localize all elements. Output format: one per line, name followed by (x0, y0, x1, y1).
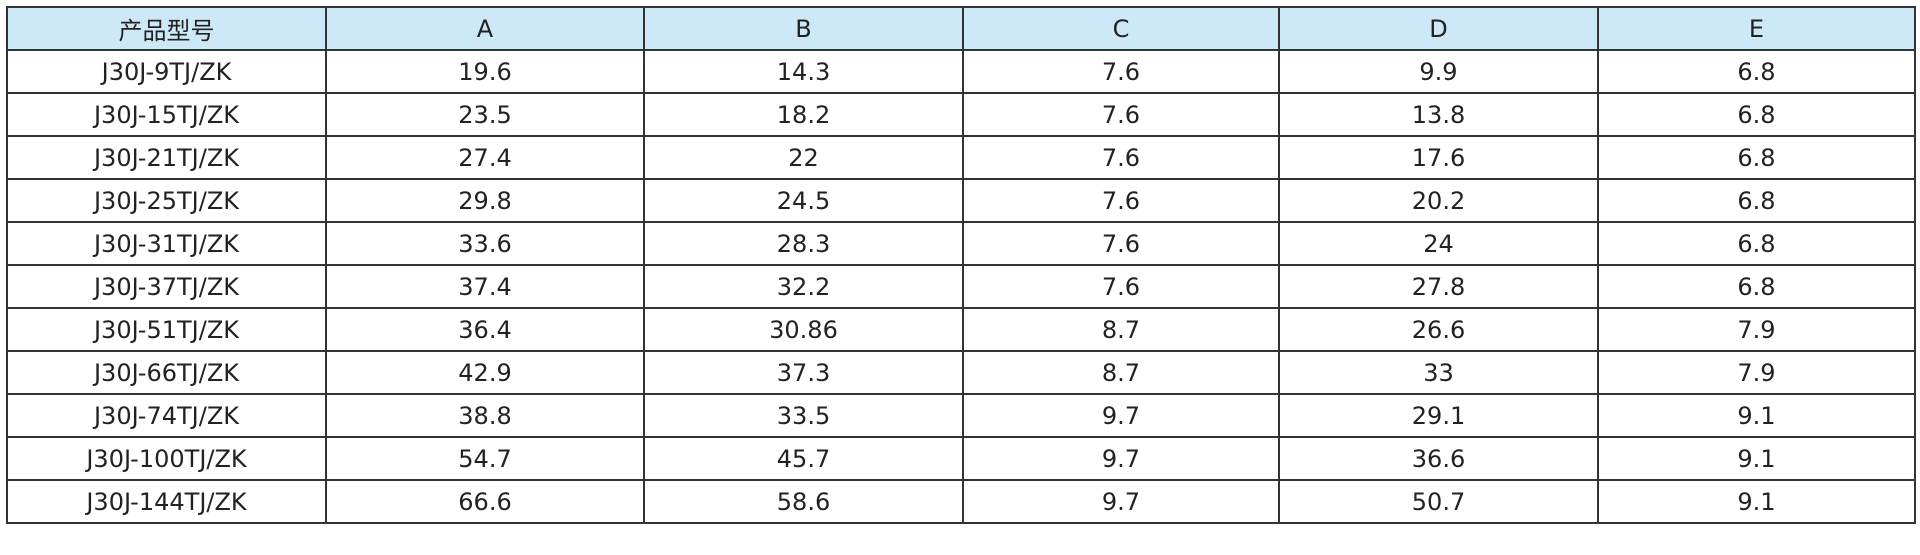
header-cell: C (962, 6, 1280, 51)
value-cell: 8.7 (962, 307, 1280, 352)
value-cell: 7.6 (962, 264, 1280, 309)
value-cell: 23.5 (325, 92, 645, 137)
value-cell: 9.7 (962, 393, 1280, 438)
table-row: J30J-144TJ/ZK 66.6 58.6 9.7 50.7 9.1 (6, 479, 1916, 524)
value-cell: 36.6 (1278, 436, 1599, 481)
value-cell: 38.8 (325, 393, 645, 438)
model-cell: J30J-100TJ/ZK (6, 436, 327, 481)
value-cell: 27.4 (325, 135, 645, 180)
value-cell: 9.1 (1597, 436, 1916, 481)
value-cell: 14.3 (643, 49, 964, 94)
table-row: J30J-66TJ/ZK 42.9 37.3 8.7 33 7.9 (6, 350, 1916, 395)
value-cell: 8.7 (962, 350, 1280, 395)
model-cell: J30J-51TJ/ZK (6, 307, 327, 352)
value-cell: 9.9 (1278, 49, 1599, 94)
value-cell: 26.6 (1278, 307, 1599, 352)
value-cell: 19.6 (325, 49, 645, 94)
value-cell: 20.2 (1278, 178, 1599, 223)
value-cell: 24 (1278, 221, 1599, 266)
table-row: J30J-21TJ/ZK 27.4 22 7.6 17.6 6.8 (6, 135, 1916, 180)
value-cell: 24.5 (643, 178, 964, 223)
value-cell: 7.6 (962, 92, 1280, 137)
header-cell: D (1278, 6, 1599, 51)
value-cell: 6.8 (1597, 135, 1916, 180)
model-cell: J30J-25TJ/ZK (6, 178, 327, 223)
value-cell: 9.7 (962, 436, 1280, 481)
value-cell: 9.1 (1597, 393, 1916, 438)
value-cell: 9.7 (962, 479, 1280, 524)
value-cell: 37.4 (325, 264, 645, 309)
value-cell: 7.9 (1597, 350, 1916, 395)
value-cell: 33.5 (643, 393, 964, 438)
model-cell: J30J-37TJ/ZK (6, 264, 327, 309)
value-cell: 9.1 (1597, 479, 1916, 524)
value-cell: 54.7 (325, 436, 645, 481)
table-row: J30J-51TJ/ZK 36.4 30.86 8.7 26.6 7.9 (6, 307, 1916, 352)
header-cell: B (643, 6, 964, 51)
table-row: J30J-9TJ/ZK 19.6 14.3 7.6 9.9 6.8 (6, 49, 1916, 94)
value-cell: 17.6 (1278, 135, 1599, 180)
model-cell: J30J-144TJ/ZK (6, 479, 327, 524)
value-cell: 36.4 (325, 307, 645, 352)
value-cell: 6.8 (1597, 221, 1916, 266)
value-cell: 7.6 (962, 135, 1280, 180)
table-row: J30J-74TJ/ZK 38.8 33.5 9.7 29.1 9.1 (6, 393, 1916, 438)
spec-table: 产品型号 A B C D E J30J-9TJ/ZK 19.6 14.3 7.6 9.9 6.8 J3… (6, 6, 1916, 524)
value-cell: 45.7 (643, 436, 964, 481)
value-cell: 7.6 (962, 178, 1280, 223)
value-cell: 7.6 (962, 49, 1280, 94)
table-row: J30J-31TJ/ZK 33.6 28.3 7.6 24 6.8 (6, 221, 1916, 266)
value-cell: 58.6 (643, 479, 964, 524)
value-cell: 29.1 (1278, 393, 1599, 438)
value-cell: 50.7 (1278, 479, 1599, 524)
value-cell: 6.8 (1597, 49, 1916, 94)
value-cell: 29.8 (325, 178, 645, 223)
table-row: J30J-15TJ/ZK 23.5 18.2 7.6 13.8 6.8 (6, 92, 1916, 137)
value-cell: 42.9 (325, 350, 645, 395)
value-cell: 30.86 (643, 307, 964, 352)
value-cell: 33 (1278, 350, 1599, 395)
header-cell: A (325, 6, 645, 51)
model-cell: J30J-66TJ/ZK (6, 350, 327, 395)
model-cell: J30J-21TJ/ZK (6, 135, 327, 180)
value-cell: 13.8 (1278, 92, 1599, 137)
value-cell: 27.8 (1278, 264, 1599, 309)
header-cell: 产品型号 (6, 6, 327, 51)
model-cell: J30J-15TJ/ZK (6, 92, 327, 137)
value-cell: 6.8 (1597, 264, 1916, 309)
value-cell: 66.6 (325, 479, 645, 524)
value-cell: 22 (643, 135, 964, 180)
model-cell: J30J-9TJ/ZK (6, 49, 327, 94)
header-cell: E (1597, 6, 1916, 51)
model-cell: J30J-31TJ/ZK (6, 221, 327, 266)
value-cell: 37.3 (643, 350, 964, 395)
value-cell: 6.8 (1597, 178, 1916, 223)
header-row: 产品型号 A B C D E (6, 6, 1916, 51)
value-cell: 32.2 (643, 264, 964, 309)
model-cell: J30J-74TJ/ZK (6, 393, 327, 438)
table-row: J30J-100TJ/ZK 54.7 45.7 9.7 36.6 9.1 (6, 436, 1916, 481)
value-cell: 28.3 (643, 221, 964, 266)
table-row: J30J-37TJ/ZK 37.4 32.2 7.6 27.8 6.8 (6, 264, 1916, 309)
value-cell: 33.6 (325, 221, 645, 266)
value-cell: 6.8 (1597, 92, 1916, 137)
value-cell: 18.2 (643, 92, 964, 137)
value-cell: 7.6 (962, 221, 1280, 266)
table-body: J30J-9TJ/ZK 19.6 14.3 7.6 9.9 6.8 J30J-15TJ/ZK… (6, 49, 1916, 524)
value-cell: 7.9 (1597, 307, 1916, 352)
table-row: J30J-25TJ/ZK 29.8 24.5 7.6 20.2 6.8 (6, 178, 1916, 223)
